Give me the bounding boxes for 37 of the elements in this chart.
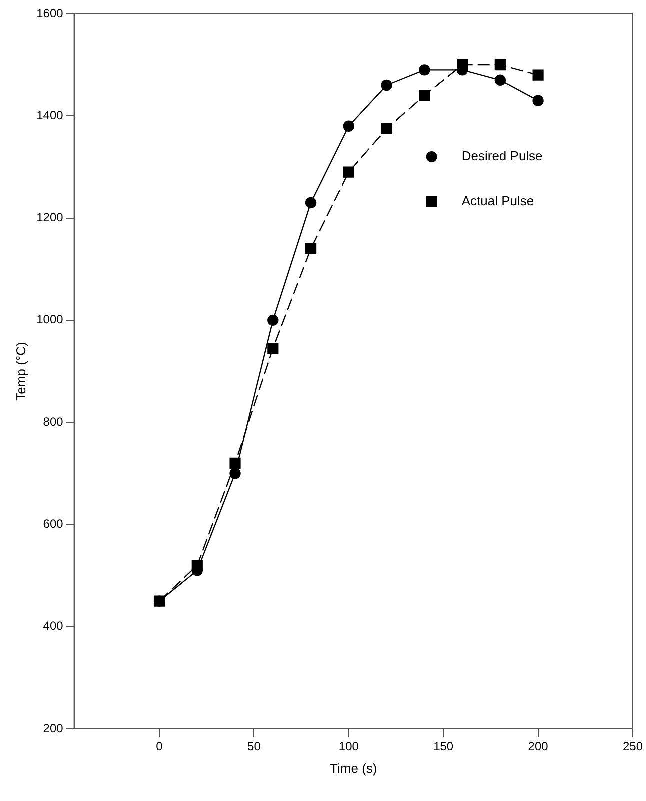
point (456, 60, 468, 71)
point (268, 342, 279, 354)
point (305, 243, 317, 254)
y-tick-label: 1200 (36, 210, 64, 225)
point (230, 468, 241, 480)
x-tick-label: 150 (434, 740, 454, 754)
x-tick-label: 200 (528, 740, 549, 754)
point (494, 74, 506, 86)
point (154, 596, 166, 607)
point (532, 95, 544, 106)
x-tick-label: 0 (156, 740, 164, 754)
x-tick-label: 100 (338, 740, 360, 754)
x-axis-title: Time (s) (330, 760, 378, 776)
y-tick-label: 1600 (36, 6, 64, 20)
y-tick-label: 800 (43, 414, 64, 429)
point (343, 166, 354, 178)
point (230, 458, 241, 469)
x-tick-label: 250 (622, 740, 644, 754)
point (494, 60, 506, 71)
point (192, 560, 203, 572)
point (532, 70, 544, 81)
legend-label: Desired Pulse (462, 148, 543, 164)
y-tick-label: 1400 (36, 108, 64, 122)
legend-label: Actual Pulse (462, 194, 534, 209)
point (381, 80, 392, 92)
point (381, 123, 392, 134)
point (419, 90, 430, 102)
y-tick-label: 1000 (36, 312, 64, 327)
point (343, 120, 355, 132)
y-tick-label: 600 (43, 517, 64, 532)
point (305, 197, 317, 209)
point (419, 64, 430, 76)
x-tick-label: 50 (248, 740, 262, 754)
y-tick-label: 200 (43, 721, 64, 736)
point (268, 314, 279, 326)
y-axis-title: Temp (°C) (13, 342, 28, 401)
y-tick-label: 400 (43, 619, 64, 634)
